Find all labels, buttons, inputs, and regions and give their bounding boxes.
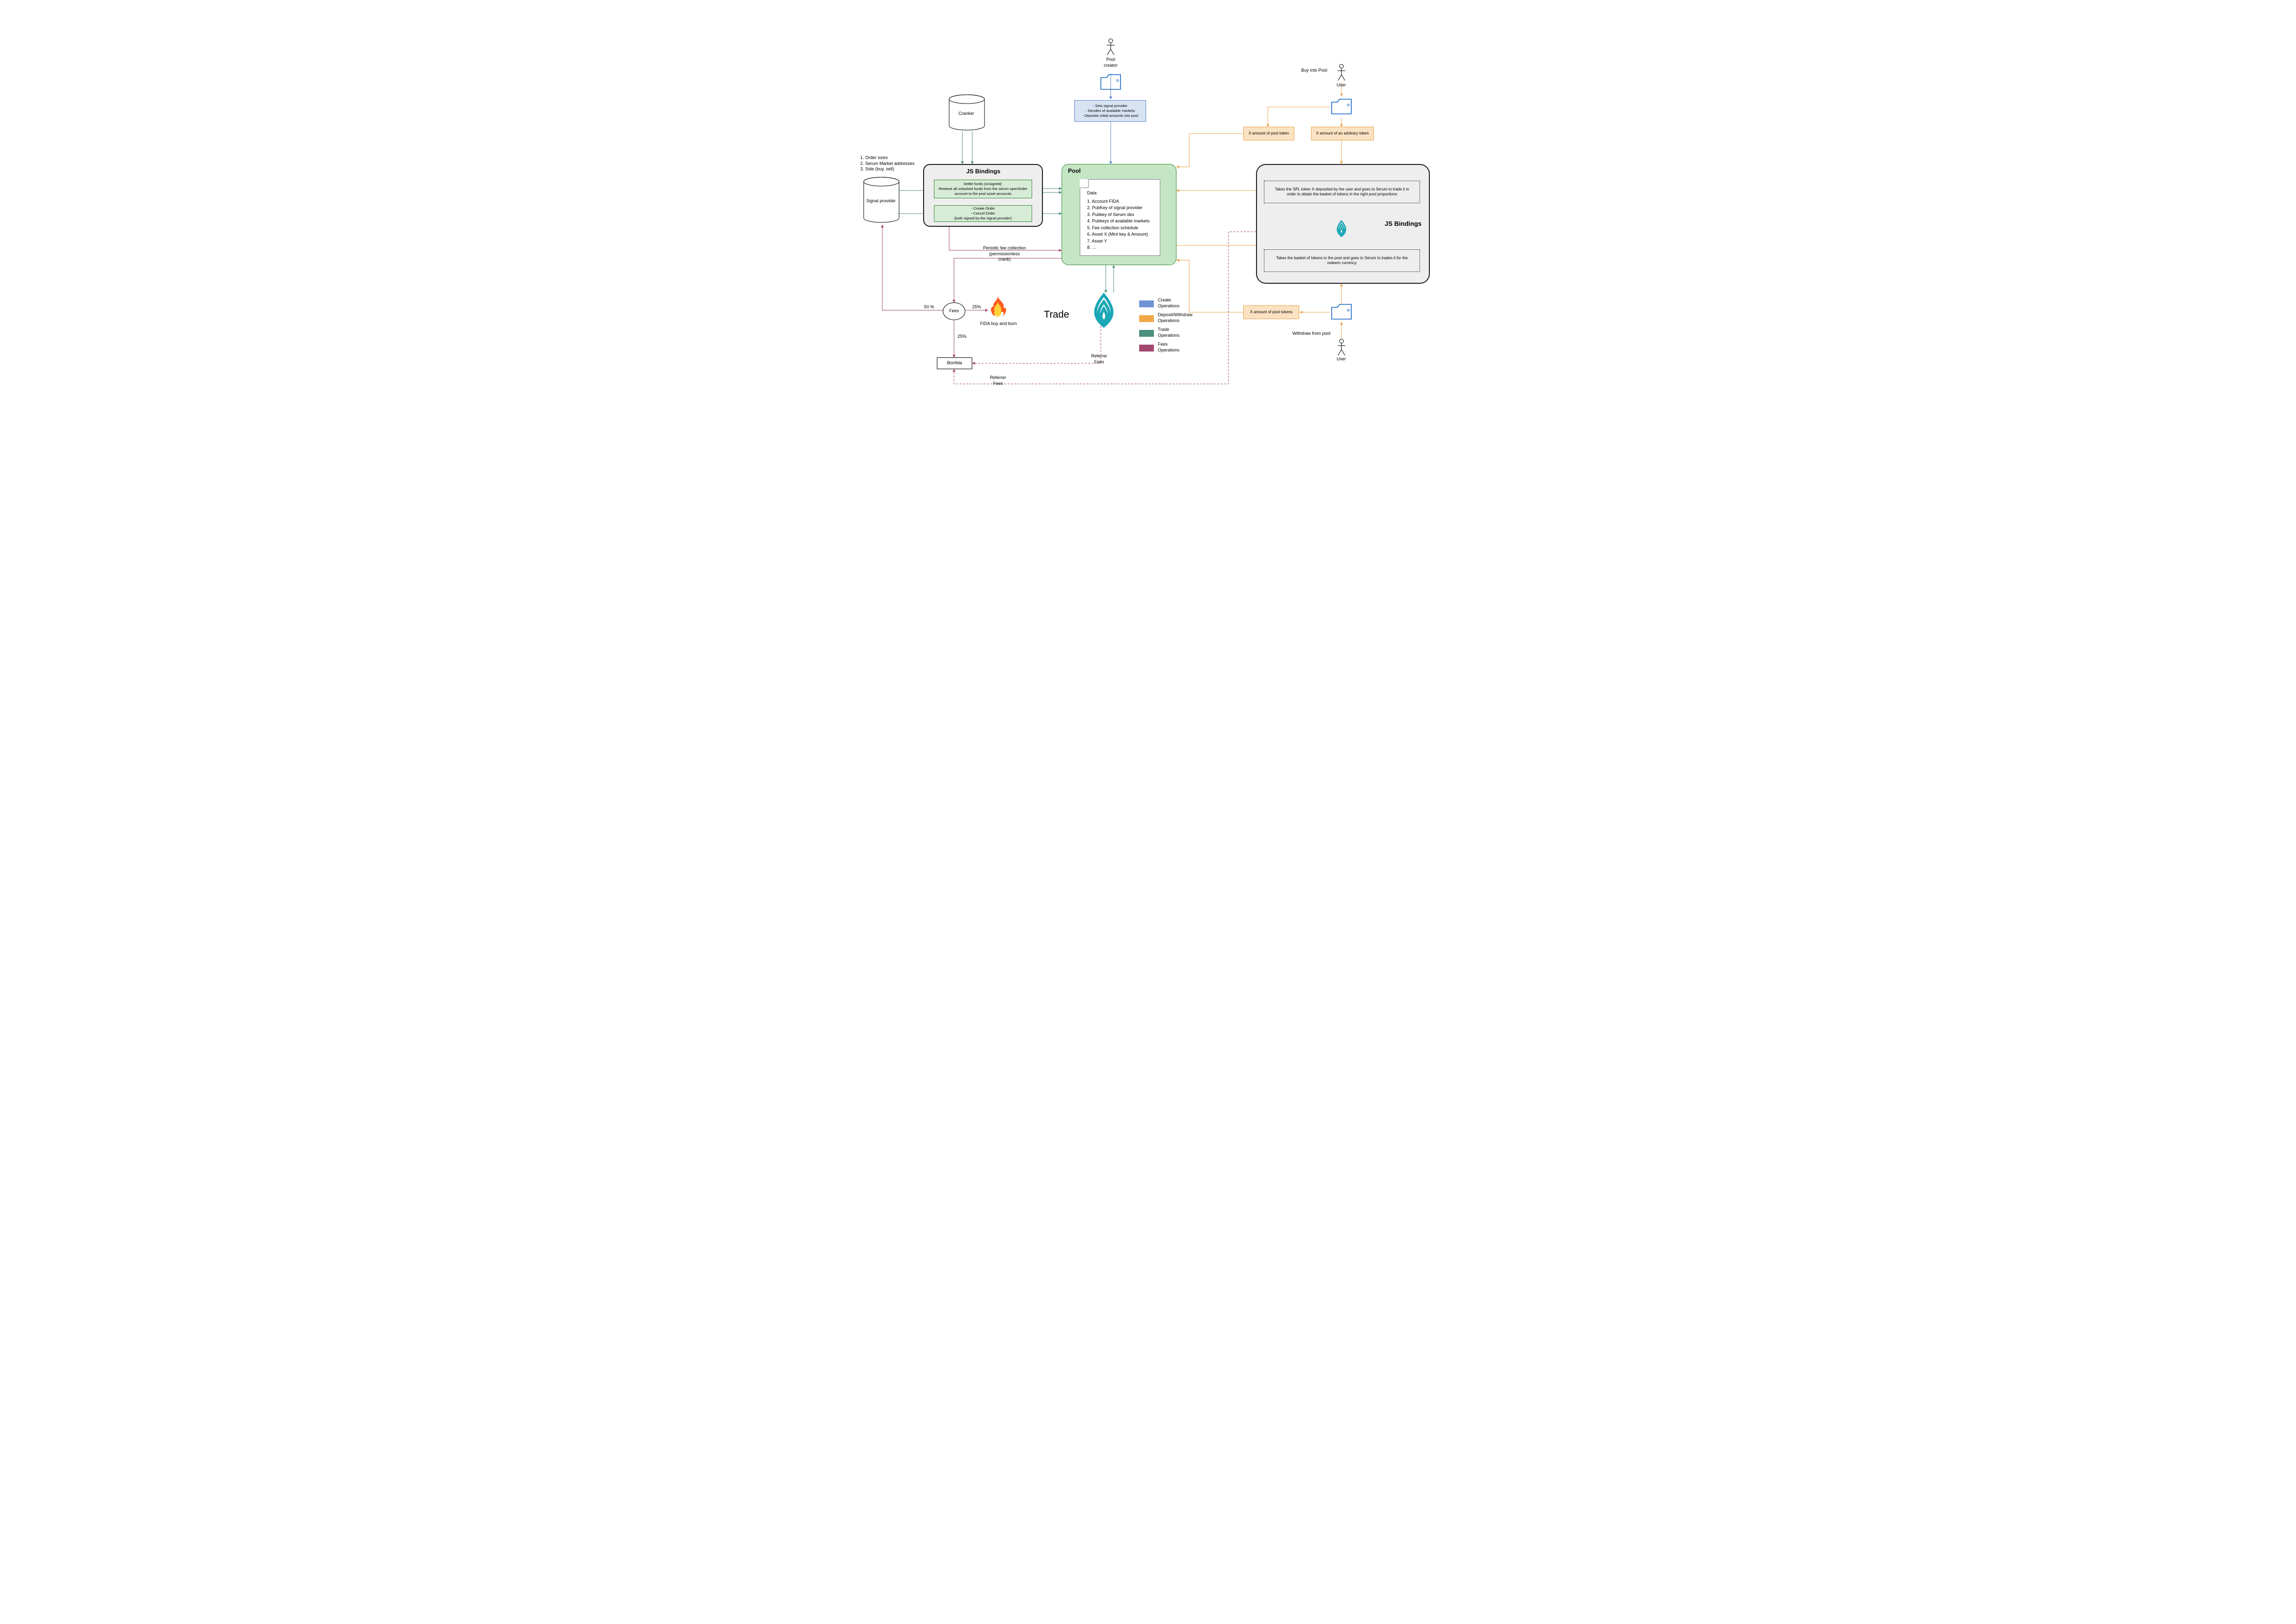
pool-creator-label: Pool creator [1099,57,1122,68]
pool-title: Pool [1068,167,1081,175]
bonfida-box: Bonfida [937,357,972,369]
pool-data-item: 8. … [1087,244,1153,251]
pool-container: Pool Data: 1. Account FIDA2. PubKey of s… [1062,164,1176,265]
fees-circle: Fees [943,302,965,320]
legend-label-fees: Fees Operations [1158,342,1179,353]
legend-swatch-trade [1139,330,1154,337]
fees-25a-label: 25% [972,304,981,310]
x-pool-tokens-box: X amount of pool tokens [1243,305,1299,319]
referrer-fees-2: Referrer Fees [990,375,1006,386]
referrer-fees-1: Referrer Fees [1091,353,1107,365]
fees-50-label: 50 % [924,304,934,310]
periodic-fee-label: Periodic fee collection (permissionless … [983,245,1026,263]
js-bindings-left-title: JS Bindings [966,168,1000,175]
jsb-right-bot-box: Takes the basket of tokens in the pool a… [1264,249,1420,272]
pool-data-item: 3. Pubkey of Serum dex [1087,212,1153,218]
fees-25b-label: 25% [957,334,966,340]
pool-data-item: 7. Asset Y [1087,238,1153,245]
user-bot-actor [1336,339,1347,356]
user-top-folder [1331,98,1352,116]
user-top-actor [1336,64,1347,81]
diagram-canvas: Pool Data: 1. Account FIDA2. PubKey of s… [836,0,1460,442]
pool-data-item: 4. Pubkeys of available markets [1087,218,1153,225]
sets-signal-box: - Sets signal provider - Decides of avai… [1074,100,1146,122]
user-bot-label: User [1337,356,1346,362]
fida-burn-label: FIDA buy and burn [980,321,1017,327]
x-arb-token-box: X amount of an arbitrary token [1311,127,1374,140]
settle-funds-box: Settle funds (unsigned): Retrieve all un… [934,180,1032,198]
pool-data-title: Data: [1087,190,1153,196]
serum-icon-trade [1086,293,1121,333]
legend-label-deposit: Deposit/Withdraw Operations [1158,312,1193,324]
fire-icon [988,296,1008,319]
pool-data-note: Data: 1. Account FIDA2. PubKey of signal… [1080,179,1160,256]
pool-data-item: 5. Fee collection schedule [1087,225,1153,232]
legend-swatch-create [1139,300,1154,307]
x-pool-token-box: X amount of pool token [1243,127,1294,140]
pool-creator-actor [1105,38,1117,56]
pool-data-item: 1. Account FIDA [1087,198,1153,205]
pool-data-item: 6. Asset X (Mint key & Amount) [1087,231,1153,238]
user-top-label: User [1337,82,1346,88]
legend-swatch-fees [1139,345,1154,352]
serum-icon-small [1333,220,1350,240]
pool-data-items: 1. Account FIDA2. PubKey of signal provi… [1087,198,1153,251]
buy-into-pool-label: Buy into Pool [1301,68,1327,74]
js-bindings-right-title: JS Bindings [1385,220,1421,227]
cranker-label: Cranker [958,111,974,117]
legend-label-create: Create Operations [1158,298,1179,309]
legend-label-trade: Trade Operations [1158,327,1179,338]
trade-label: Trade [1044,308,1069,321]
create-cancel-box: - Create Order - Cancel Order (both sign… [934,205,1032,222]
withdraw-from-pool-label: Withdraw from pool [1292,331,1331,337]
pool-creator-folder [1100,74,1121,91]
signal-provider-label: Signal provider [866,198,896,204]
user-bot-folder [1331,303,1352,321]
signal-list: 1. Order sizes 2. Serum Market addresses… [860,155,915,172]
legend-swatch-deposit [1139,315,1154,322]
jsb-right-top-box: Takes the SPL token X deposited by the u… [1264,181,1420,203]
pool-data-item: 2. PubKey of signal provider [1087,205,1153,212]
